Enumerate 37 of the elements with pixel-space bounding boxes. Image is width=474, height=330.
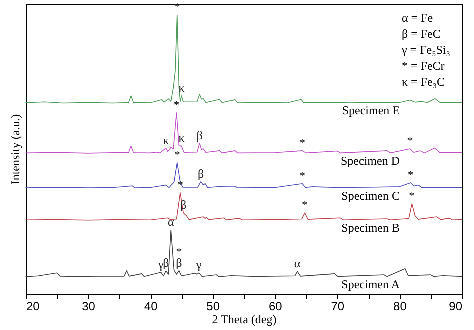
- annotation: *: [408, 168, 414, 182]
- annotation: γ = Fe₅Si₃: [401, 43, 450, 57]
- annotation: γ: [196, 258, 202, 272]
- series-label: Specimen C: [342, 188, 400, 203]
- annotation: *: [407, 134, 414, 148]
- annotation: β: [163, 256, 170, 270]
- x-tick-label: 60: [268, 300, 283, 314]
- annotation: κ: [163, 133, 170, 148]
- annotation: α: [168, 215, 175, 230]
- annotation: β: [196, 128, 203, 142]
- x-tick-label: 40: [144, 300, 158, 314]
- x-tick-label: 70: [331, 300, 345, 314]
- annotation: * = FeCr: [402, 59, 445, 73]
- x-axis-title: 2 Theta (deg): [212, 312, 277, 326]
- annotation: κ = Fe₃C: [402, 75, 446, 89]
- x-tick-label: 20: [26, 300, 40, 314]
- annotation: *: [409, 188, 416, 203]
- x-tick-label: 30: [82, 300, 96, 314]
- annotation: α = Fe: [402, 11, 434, 25]
- series-label: Specimen D: [341, 154, 400, 168]
- annotation: β = FeC: [402, 27, 441, 41]
- annotation: *: [174, 148, 180, 162]
- annotation: *: [300, 168, 306, 183]
- annotation: *: [300, 136, 306, 150]
- annotation: α: [294, 256, 302, 271]
- y-axis-title: Intensity (a.u.): [8, 114, 22, 185]
- x-tick-label: 90: [449, 300, 463, 314]
- annotation: *: [174, 98, 180, 112]
- annotation: γ: [158, 258, 165, 272]
- series-label: Specimen B: [342, 220, 400, 235]
- annotation: *: [302, 198, 308, 212]
- series-label: Specimen E: [342, 104, 400, 118]
- series-label: Specimen A: [342, 278, 400, 292]
- annotation: β: [198, 166, 204, 181]
- x-tick-label: 50: [206, 300, 220, 314]
- annotation: κ: [178, 131, 185, 146]
- x-tick-label: 80: [394, 300, 408, 314]
